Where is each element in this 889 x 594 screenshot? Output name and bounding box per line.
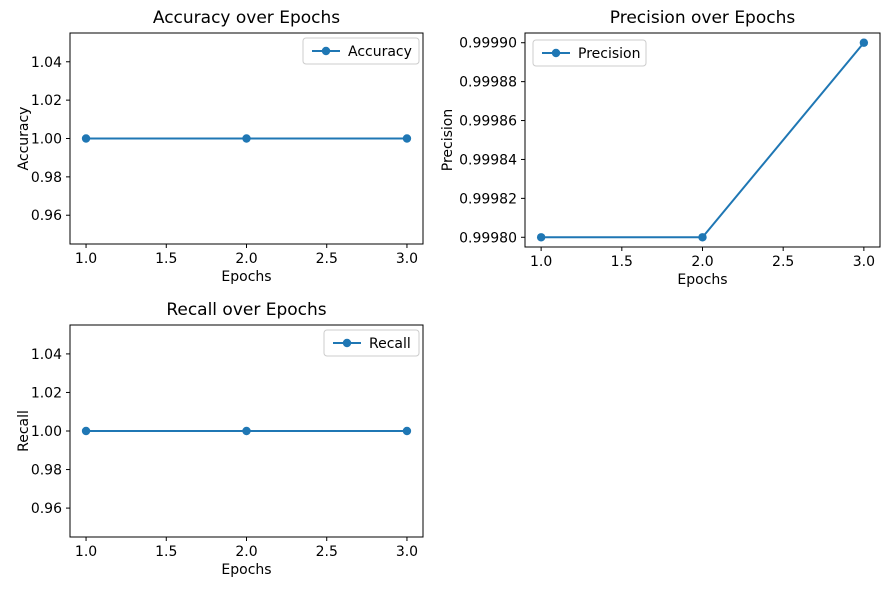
x-tick-label: 2.5	[772, 254, 794, 270]
legend-marker-icon	[551, 48, 561, 58]
legend: Precision	[532, 39, 647, 67]
x-tick-label: 3.0	[396, 251, 418, 267]
chart-precision: 0.99980 0.99982 0.99984 0.99986 0.99988 0.999…	[440, 8, 881, 288]
legend-label: Recall	[369, 336, 411, 352]
x-axis: 1.0 1.5 2.0 2.5 3.0	[75, 244, 418, 267]
chart-recall: 0.96 0.98 1.00 1.02 1.04 1.0 1.5 2.0 2.5 3.0 Recal…	[16, 300, 424, 578]
y-tick-label: 1.00	[31, 424, 62, 440]
x-tick-label: 3.0	[396, 544, 418, 560]
y-tick-label: 0.98	[31, 463, 62, 479]
data-point	[859, 38, 869, 47]
legend-box	[532, 39, 647, 67]
data-line	[541, 42, 865, 239]
data-point	[402, 426, 412, 436]
y-axis: 0.96 0.98 1.00 1.02 1.04	[31, 55, 70, 224]
x-tick-label: 1.5	[611, 254, 633, 270]
y-tick-label: 1.04	[31, 347, 62, 363]
legend-label: Precision	[578, 46, 640, 62]
y-tick-label: 1.02	[31, 385, 62, 401]
x-tick-label: 2.5	[316, 544, 338, 560]
x-tick-label: 1.5	[155, 544, 177, 560]
data-point	[402, 134, 412, 143]
chart-title: Precision over Epochs	[610, 8, 796, 28]
chart-title: Accuracy over Epochs	[153, 8, 340, 28]
y-tick-label: 0.98	[31, 170, 62, 186]
legend-marker-icon	[321, 46, 331, 56]
legend: Recall	[323, 329, 420, 357]
x-tick-label: 3.0	[853, 254, 875, 270]
x-axis-label: Epochs	[221, 562, 271, 578]
legend: Accuracy	[302, 37, 420, 65]
x-tick-label: 2.0	[691, 254, 713, 270]
y-axis-label: Accuracy	[16, 107, 32, 171]
data-point	[81, 134, 91, 143]
x-tick-label: 1.5	[155, 251, 177, 267]
x-tick-label: 2.0	[235, 544, 257, 560]
x-tick-label: 1.0	[75, 251, 97, 267]
x-axis-label: Epochs	[677, 272, 727, 288]
data-point	[536, 233, 546, 242]
x-tick-label: 1.0	[75, 544, 97, 560]
y-tick-label: 0.99986	[459, 114, 517, 130]
x-axis: 1.0 1.5 2.0 2.5 3.0	[530, 247, 875, 270]
legend-box	[323, 329, 420, 357]
x-tick-label: 2.5	[316, 251, 338, 267]
y-axis-label: Precision	[440, 109, 456, 171]
legend-box	[302, 37, 420, 65]
data-point	[242, 426, 251, 436]
legend-marker-icon	[342, 338, 352, 348]
y-tick-label: 0.99990	[459, 36, 517, 52]
y-tick-label: 1.02	[31, 93, 62, 109]
y-tick-label: 0.99988	[459, 75, 517, 91]
chart-accuracy: 0.96 0.98 1.00 1.02 1.04 1.0 1.5 2.0 2.5 3.0 Accur…	[16, 8, 424, 285]
legend-label: Accuracy	[348, 44, 412, 60]
y-tick-label: 0.96	[31, 208, 62, 224]
x-tick-label: 2.0	[235, 251, 257, 267]
data-point	[698, 233, 707, 242]
x-axis-label: Epochs	[221, 269, 271, 285]
y-tick-label: 0.99980	[459, 230, 517, 246]
y-axis-label: Recall	[16, 410, 32, 452]
y-tick-label: 0.99982	[459, 191, 517, 207]
y-tick-label: 0.99984	[459, 152, 517, 168]
y-tick-label: 1.04	[31, 55, 62, 71]
chart-title: Recall over Epochs	[166, 300, 326, 320]
y-axis: 0.99980 0.99982 0.99984 0.99986 0.99988 0.999…	[459, 36, 525, 246]
y-axis: 0.96 0.98 1.00 1.02 1.04	[31, 347, 70, 517]
x-axis: 1.0 1.5 2.0 2.5 3.0	[75, 537, 418, 560]
y-tick-label: 1.00	[31, 132, 62, 148]
data-point	[81, 426, 91, 436]
y-tick-label: 0.96	[31, 501, 62, 517]
data-point	[242, 134, 251, 143]
x-tick-label: 1.0	[530, 254, 552, 270]
